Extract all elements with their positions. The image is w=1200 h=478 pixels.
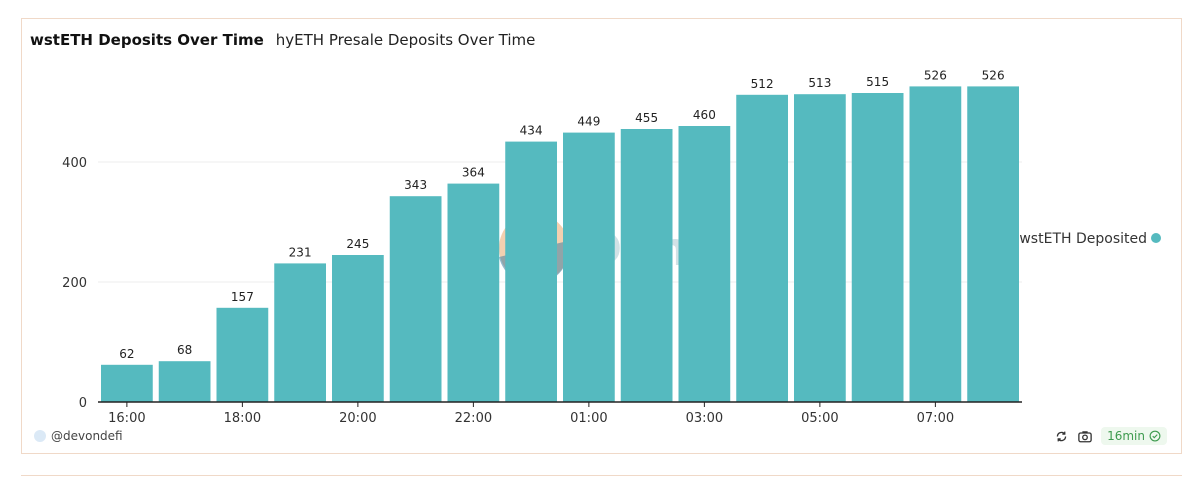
x-tick-label: 20:00	[339, 411, 376, 426]
x-tick-label: 03:00	[686, 411, 723, 426]
data-label: 364	[462, 166, 485, 180]
data-label: 455	[635, 111, 658, 125]
divider	[21, 475, 1182, 476]
data-label: 434	[520, 124, 543, 138]
bar	[563, 132, 615, 402]
bar	[967, 86, 1019, 403]
footer-actions: 16min	[1053, 427, 1167, 445]
bar	[620, 129, 673, 402]
chart-subtitle: hyETH Presale Deposits Over Time	[275, 31, 536, 49]
chart-header: wstETH Deposits Over Time hyETH Presale …	[30, 31, 535, 49]
data-label: 157	[231, 290, 254, 304]
bar	[274, 263, 326, 402]
avatar	[34, 430, 46, 442]
refresh-icon[interactable]	[1053, 428, 1069, 444]
bar	[447, 183, 500, 402]
bar	[158, 361, 211, 402]
x-tick-label: 22:00	[455, 411, 492, 426]
data-label: 512	[751, 77, 774, 91]
bar	[505, 141, 557, 402]
data-label: 449	[577, 115, 600, 129]
x-tick-label: 07:00	[917, 411, 954, 426]
legend-label: wstETH Deposited	[1019, 231, 1147, 247]
data-label: 526	[982, 68, 1005, 82]
author-info: @devondefi	[34, 429, 123, 443]
refresh-status-badge: 16min	[1101, 427, 1167, 445]
data-label: 68	[177, 343, 192, 357]
data-label: 343	[404, 178, 427, 192]
legend-marker	[1151, 233, 1161, 243]
chart-title: wstETH Deposits Over Time	[30, 31, 264, 49]
chart-card: wstETH Deposits Over Time hyETH Presale …	[21, 18, 1182, 454]
x-tick-label: 18:00	[224, 411, 261, 426]
bar	[736, 94, 788, 403]
camera-icon[interactable]	[1077, 428, 1093, 444]
data-label: 62	[119, 347, 134, 361]
y-tick-label: 200	[62, 276, 87, 291]
data-label: 526	[924, 68, 947, 82]
bar-chart: 0200400Dune62681572312453433644344494554…	[62, 68, 1161, 426]
data-label: 231	[289, 245, 312, 259]
author-handle[interactable]: @devondefi	[51, 429, 123, 443]
check-circle-icon	[1149, 430, 1161, 442]
bar	[101, 364, 153, 402]
x-tick-label: 05:00	[801, 411, 838, 426]
bar	[909, 86, 962, 403]
y-tick-label: 0	[79, 396, 87, 411]
bar	[332, 255, 384, 402]
data-label: 515	[866, 75, 889, 89]
data-label: 245	[346, 237, 369, 251]
bar	[216, 307, 269, 402]
x-tick-label: 16:00	[108, 411, 145, 426]
y-tick-label: 400	[62, 156, 87, 171]
data-label: 513	[808, 76, 831, 90]
bar	[389, 196, 442, 402]
bar	[678, 126, 731, 402]
x-tick-label: 01:00	[570, 411, 607, 426]
data-label: 460	[693, 108, 716, 122]
bar	[851, 93, 904, 402]
bar	[794, 94, 846, 402]
refresh-time: 16min	[1107, 429, 1145, 443]
